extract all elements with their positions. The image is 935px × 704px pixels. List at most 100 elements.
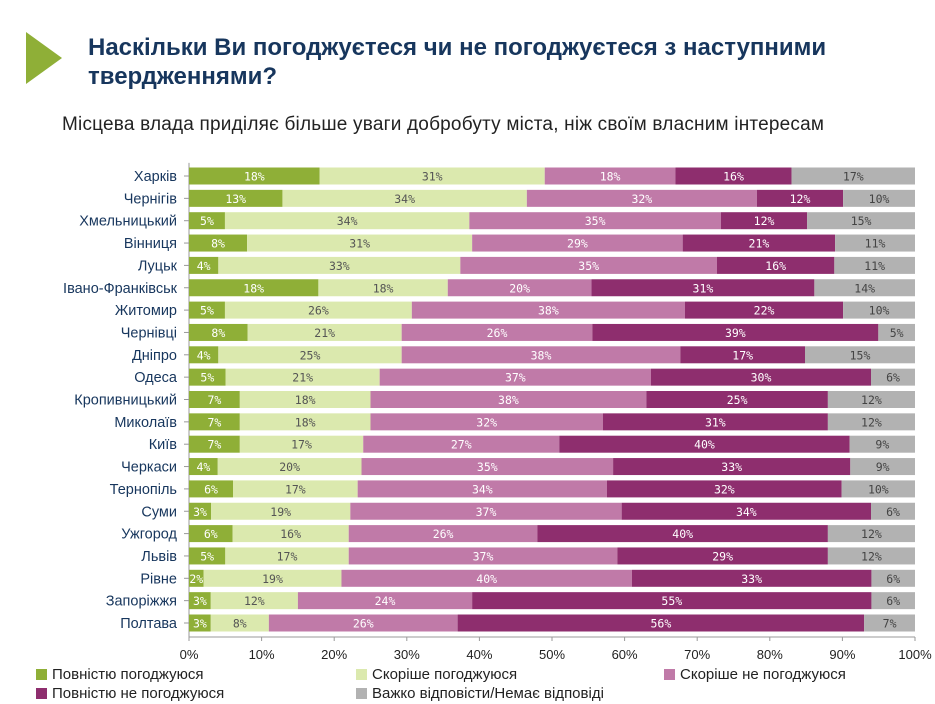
- category-label: Полтава: [120, 616, 178, 632]
- bar-segment: [319, 167, 545, 185]
- bar-segment: [411, 301, 685, 319]
- category-label: Кропивницький: [74, 393, 177, 409]
- bar-segment: [370, 391, 647, 408]
- bar-segment: [835, 234, 915, 252]
- bar-segment: [224, 301, 412, 319]
- data-label: 25%: [727, 393, 748, 407]
- bar-segment: [849, 435, 915, 453]
- bar-segment: [791, 167, 915, 185]
- category-label: Дніпро: [132, 348, 177, 364]
- bar-segment: [225, 547, 349, 565]
- data-label: 6%: [886, 572, 900, 586]
- bar-segment: [189, 279, 319, 297]
- x-tick-label: 100%: [898, 647, 932, 662]
- bar-segment: [682, 234, 836, 252]
- data-label: 20%: [279, 460, 300, 474]
- data-label: 21%: [749, 237, 770, 251]
- bar-segment: [370, 413, 603, 431]
- data-label: 34%: [337, 214, 358, 228]
- bar-segment: [297, 592, 473, 610]
- data-label: 38%: [531, 348, 552, 362]
- legend-swatch: [36, 669, 47, 680]
- data-label: 8%: [211, 237, 225, 251]
- bar-segment: [720, 212, 808, 230]
- category-label: Житомир: [115, 303, 177, 319]
- bar-segment: [827, 413, 915, 431]
- category-label: Запоріжжя: [106, 594, 177, 610]
- data-label: 5%: [200, 304, 214, 318]
- data-label: 17%: [291, 438, 312, 452]
- data-label: 12%: [754, 214, 775, 228]
- data-label: 3%: [193, 594, 207, 608]
- bar-segment: [224, 212, 470, 230]
- bar-segment: [457, 614, 865, 632]
- x-tick-label: 20%: [321, 647, 347, 662]
- data-label: 11%: [865, 237, 886, 251]
- bar-segment: [361, 458, 614, 476]
- bar-segment: [189, 435, 240, 453]
- data-label: 26%: [433, 527, 454, 541]
- data-label: 12%: [861, 527, 882, 541]
- bar-segment: [401, 346, 681, 364]
- bar-segment: [189, 346, 219, 364]
- data-label: 5%: [890, 326, 904, 340]
- bar-segment: [233, 480, 358, 498]
- x-tick-label: 70%: [684, 647, 710, 662]
- data-label: 12%: [790, 192, 811, 206]
- bar-segment: [189, 569, 204, 587]
- data-label: 31%: [705, 415, 726, 429]
- data-label: 21%: [292, 371, 313, 385]
- data-label: 7%: [883, 617, 897, 631]
- category-label: Київ: [149, 437, 178, 453]
- data-label: 35%: [477, 460, 498, 474]
- legend-item-rather-disagree: Скоріше не погоджуюся: [664, 666, 846, 683]
- data-label: 16%: [723, 170, 744, 184]
- bar-segment: [189, 525, 233, 543]
- data-label: 40%: [672, 527, 693, 541]
- bar-segment: [559, 435, 850, 453]
- category-label: Чернівці: [121, 325, 177, 341]
- data-label: 10%: [869, 304, 890, 318]
- bar-segment: [607, 480, 842, 498]
- data-label: 10%: [868, 482, 889, 496]
- bar-segment: [189, 480, 233, 498]
- bar-segment: [827, 391, 915, 408]
- data-label: 22%: [754, 304, 775, 318]
- bar-segment: [814, 279, 915, 297]
- bar-segment: [363, 435, 560, 453]
- bar-segment: [871, 592, 915, 610]
- data-label: 8%: [233, 617, 247, 631]
- data-label: 33%: [741, 572, 762, 586]
- data-label: 32%: [714, 482, 735, 496]
- bar-segment: [282, 189, 527, 207]
- bar-segment: [225, 368, 380, 386]
- legend-swatch: [36, 688, 47, 699]
- bar-segment: [189, 323, 248, 341]
- bar-segment: [841, 480, 915, 498]
- bar-segment: [341, 569, 632, 587]
- data-label: 12%: [861, 415, 882, 429]
- bar-segment: [631, 569, 872, 587]
- bar-segment: [189, 614, 211, 632]
- bar-segment: [218, 256, 461, 274]
- category-label: Черкаси: [121, 460, 177, 476]
- x-tick-label: 90%: [829, 647, 855, 662]
- data-label: 32%: [476, 415, 497, 429]
- bar-segment: [357, 480, 607, 498]
- bar-segment: [651, 368, 871, 386]
- bar-segment: [350, 502, 622, 520]
- bar-segment: [239, 413, 371, 431]
- data-label: 8%: [211, 326, 225, 340]
- data-label: 5%: [200, 549, 214, 563]
- bar-segment: [526, 189, 757, 207]
- bar-segment: [472, 592, 872, 610]
- data-label: 15%: [850, 348, 871, 362]
- legend-swatch: [356, 669, 367, 680]
- bar-segment: [843, 189, 915, 207]
- bar-segment: [878, 323, 915, 341]
- data-label: 17%: [277, 549, 298, 563]
- data-label: 9%: [875, 438, 889, 452]
- bar-segment: [592, 323, 879, 341]
- data-label: 31%: [693, 281, 714, 295]
- data-label: 16%: [280, 527, 301, 541]
